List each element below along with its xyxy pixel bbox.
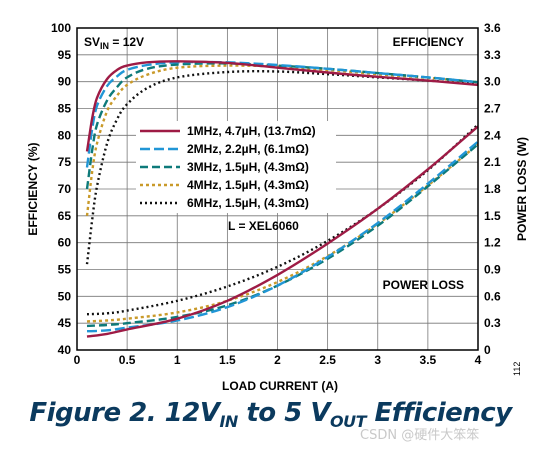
y-left-tick-label: 60 [58, 236, 72, 250]
power-loss-series-line [86, 125, 479, 338]
chart-curves [85, 60, 479, 338]
efficiency-series-line [85, 62, 479, 190]
y-left-tick-label: 55 [58, 263, 72, 277]
y-right-tick-label: 2.4 [484, 128, 501, 142]
x-tick-label: 3 [374, 353, 381, 367]
y-left-tick-label: 45 [58, 316, 72, 330]
efficiency-label: EFFICIENCY [393, 35, 464, 49]
y-left-tick-label: 70 [58, 182, 72, 196]
efficiency-series-line [85, 60, 479, 152]
legend-entry: 4MHz, 1.5µH, (4.3mΩ) [187, 178, 309, 192]
x-tick-label: 2 [274, 353, 281, 367]
plot-frame [76, 27, 479, 351]
y-left-tick-label: 75 [58, 155, 72, 169]
figure-number: 112 [512, 361, 522, 376]
y-right-tick-label: 3.0 [484, 75, 501, 89]
y-left-tick-label: 40 [58, 343, 72, 357]
y-axis-right-label: POWER LOSS (W) [515, 137, 529, 241]
y-axis-left-label: EFFICIENCY (%) [26, 142, 40, 235]
y-right-tick-label: 0 [484, 343, 491, 357]
y-left-tick-label: 85 [58, 102, 72, 116]
efficiency-series-line [85, 60, 479, 168]
figure-caption: Figure 2. 12VIN to 5 VOUT Efficiency [29, 398, 512, 432]
x-tick-label: 1 [174, 353, 181, 367]
legend-entry: 3MHz, 1.5µH, (4.3mΩ) [187, 160, 309, 174]
y-left-tick-label: 80 [58, 128, 72, 142]
legend-entry: 1MHz, 4.7µH, (13.7mΩ) [187, 124, 316, 138]
y-right-tick-label: 3.6 [484, 21, 501, 35]
y-right-tick-label: 1.5 [484, 209, 501, 223]
y-right-tick-label: 0.3 [484, 316, 501, 330]
y-right-tick-label: 1.8 [484, 182, 501, 196]
x-tick-label: 1.5 [219, 353, 236, 367]
y-left-tick-label: 100 [51, 21, 71, 35]
y-right-tick-label: 1.2 [484, 236, 501, 250]
legend-entry: 2MHz, 2.2µH, (6.1mΩ) [187, 142, 309, 156]
power-loss-series-line [86, 140, 479, 333]
inductor-label: L = XEL6060 [228, 219, 299, 233]
x-tick-label: 0.5 [119, 353, 136, 367]
y-right-tick-label: 2.7 [484, 102, 501, 116]
x-tick-label: 3.5 [420, 353, 437, 367]
x-axis-label: LOAD CURRENT (A) [222, 379, 338, 393]
y-right-tick-label: 0.6 [484, 289, 501, 303]
y-right-tick-label: 2.1 [484, 155, 501, 169]
y-left-tick-label: 50 [58, 289, 72, 303]
y-left-tick-label: 95 [58, 48, 72, 62]
x-tick-label: 4 [475, 353, 482, 367]
power-loss-label: POWER LOSS [383, 278, 464, 292]
y-left-tick-label: 90 [58, 75, 72, 89]
legend: 1MHz, 4.7µH, (13.7mΩ) 2MHz, 2.2µH, (6.1mΩ… [136, 121, 336, 213]
chart-ticks: 0 0.5 1 1.5 2 2.5 3 3.5 4 40 45 50 55 60 65 70 75 80 85 90 9… [51, 21, 501, 367]
watermark: CSDN @硬件大笨笨 [360, 428, 480, 443]
legend-entry: 6MHz, 1.5µH, (4.3mΩ) [187, 196, 309, 210]
x-tick-label: 2.5 [319, 353, 336, 367]
svin-label: SVIN = 12V [84, 35, 144, 51]
y-right-tick-label: 0.9 [484, 263, 501, 277]
y-right-tick-label: 3.3 [484, 48, 501, 62]
x-tick-label: 0 [74, 353, 81, 367]
y-left-tick-label: 65 [58, 209, 72, 223]
